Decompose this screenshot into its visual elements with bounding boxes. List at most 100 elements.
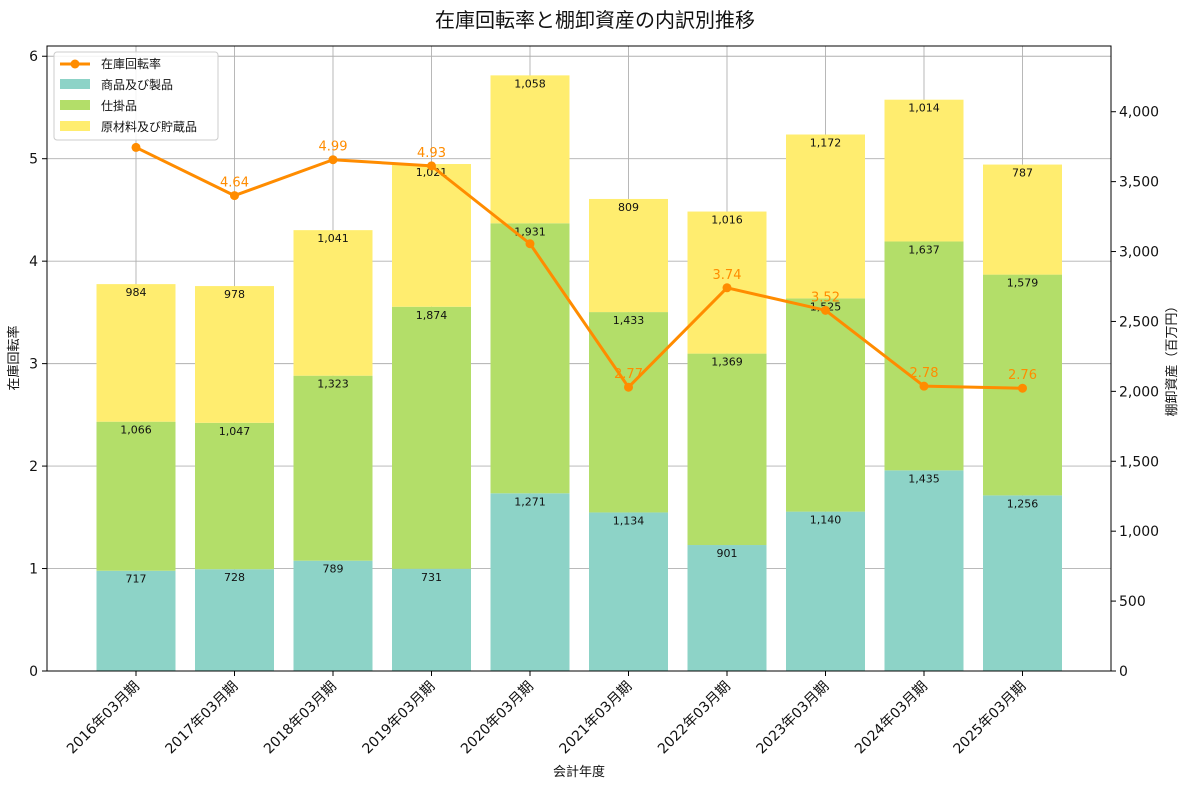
bar-segment-products bbox=[293, 560, 373, 671]
turnover-line bbox=[135, 146, 1023, 390]
turnover-point bbox=[525, 239, 535, 249]
bar-segment-materials bbox=[293, 230, 373, 376]
turnover-point bbox=[328, 155, 338, 165]
bar-segment-products bbox=[195, 569, 274, 671]
turnover-point bbox=[821, 305, 830, 315]
x-axis-label: 会計年度 bbox=[553, 764, 605, 780]
bar-label-materials: 984 bbox=[126, 286, 147, 299]
x-tick-label: 2016年03月期 bbox=[64, 679, 143, 758]
turnover-point bbox=[624, 382, 633, 392]
turnover-point bbox=[1018, 383, 1027, 393]
turnover-value-label: 2.78 bbox=[910, 366, 939, 381]
turnover-value-label: 4.64 bbox=[220, 176, 249, 191]
legend-label-materials: 原材料及び貯蔵品 bbox=[101, 120, 197, 134]
legend-swatch-materials bbox=[60, 121, 90, 131]
legend-label-wip: 仕掛品 bbox=[101, 98, 137, 113]
bar-segment-products bbox=[687, 545, 767, 671]
bar-segment-wip bbox=[490, 223, 570, 494]
turnover-point bbox=[427, 161, 436, 171]
bar-segment-materials bbox=[195, 286, 274, 423]
bar-segment-materials bbox=[884, 99, 964, 242]
bar-label-wip: 1,579 bbox=[1007, 277, 1039, 290]
left-tick-label: 1 bbox=[29, 562, 38, 578]
bar-segment-wip bbox=[392, 306, 471, 569]
bar-segment-products bbox=[786, 511, 865, 671]
bar-label-materials: 1,016 bbox=[711, 214, 743, 227]
legend-swatch-products bbox=[60, 79, 90, 89]
bar-label-products: 731 bbox=[421, 571, 442, 584]
bar-segment-materials bbox=[96, 284, 176, 422]
bar-label-materials: 978 bbox=[224, 288, 245, 301]
left-tick-label: 2 bbox=[29, 459, 38, 475]
right-tick-label: 2,500 bbox=[1119, 314, 1159, 330]
bar-label-products: 1,140 bbox=[810, 514, 842, 527]
bar-label-wip: 1,047 bbox=[219, 425, 251, 438]
right-tick-label: 0 bbox=[1119, 664, 1128, 680]
bar-label-products: 789 bbox=[323, 563, 344, 576]
left-tick-label: 3 bbox=[29, 357, 38, 373]
bar-segment-products bbox=[96, 570, 176, 671]
turnover-value-label: 4.93 bbox=[417, 146, 446, 161]
turnover-point bbox=[722, 283, 732, 293]
bar-label-products: 1,256 bbox=[1007, 497, 1039, 510]
right-tick-label: 3,500 bbox=[1119, 175, 1159, 191]
bar-segment-wip bbox=[589, 312, 668, 513]
bar-label-materials: 1,021 bbox=[416, 166, 448, 179]
x-tick-label: 2022年03月期 bbox=[655, 679, 734, 758]
legend: 在庫回転率 商品及び製品 仕掛品 原材料及び貯蔵品 bbox=[53, 51, 219, 141]
chart-title: 在庫回転率と棚卸資産の内訳別推移 bbox=[435, 8, 755, 32]
x-tick-label: 2019年03月期 bbox=[360, 679, 439, 758]
bar-segment-products bbox=[983, 495, 1062, 671]
x-tick-label: 2023年03月期 bbox=[754, 679, 833, 758]
turnover-value-label: 3.52 bbox=[811, 290, 840, 305]
bar-label-products: 1,134 bbox=[613, 514, 645, 527]
turnover-value-label: 3.74 bbox=[713, 268, 742, 283]
bar-label-products: 1,271 bbox=[514, 495, 546, 508]
bar-segment-materials bbox=[589, 198, 668, 313]
right-tick-label: 4,000 bbox=[1119, 105, 1159, 121]
right-tick-label: 1,500 bbox=[1119, 454, 1159, 470]
x-tick-label: 2020年03月期 bbox=[458, 679, 537, 758]
left-tick-label: 6 bbox=[29, 49, 38, 65]
bar-segment-wip bbox=[884, 241, 964, 471]
bar-segment-wip bbox=[293, 375, 373, 561]
bar-label-products: 901 bbox=[717, 547, 738, 560]
bar-segment-products bbox=[392, 568, 471, 671]
bar-segment-materials bbox=[687, 211, 767, 354]
y-axis-right-label: 棚卸資産（百万円） bbox=[1164, 299, 1180, 416]
turnover-point bbox=[230, 191, 239, 201]
bar-segment-materials bbox=[490, 75, 570, 224]
legend-label-turnover: 在庫回転率 bbox=[101, 56, 161, 71]
left-tick-label: 5 bbox=[29, 152, 38, 168]
plot-frame bbox=[46, 45, 1112, 672]
bar-label-materials: 809 bbox=[618, 201, 639, 214]
bar-label-wip: 1,369 bbox=[711, 356, 743, 369]
turnover-value-label: 2.77 bbox=[614, 367, 643, 382]
turnover-point bbox=[919, 381, 929, 391]
right-tick-label: 3,000 bbox=[1119, 245, 1159, 261]
turnover-point bbox=[131, 142, 141, 152]
bar-label-materials: 1,041 bbox=[317, 232, 349, 245]
bar-label-products: 728 bbox=[224, 571, 245, 584]
bar-label-materials: 1,058 bbox=[514, 77, 546, 90]
right-tick-label: 1,000 bbox=[1119, 524, 1159, 540]
bar-layer bbox=[96, 75, 1062, 671]
bar-segment-materials bbox=[392, 164, 471, 307]
legend-swatch-wip bbox=[60, 100, 90, 110]
bar-label-products: 717 bbox=[126, 573, 147, 586]
left-tick-label: 4 bbox=[29, 254, 38, 270]
right-tick-label: 500 bbox=[1119, 594, 1146, 610]
bar-label-wip: 1,637 bbox=[908, 243, 940, 256]
turnover-value-label: 4.99 bbox=[319, 140, 348, 155]
legend-label-products: 商品及び製品 bbox=[101, 77, 173, 92]
bar-label-wip: 1,066 bbox=[120, 424, 152, 437]
bar-label-wip: 1,323 bbox=[317, 378, 349, 391]
bar-label-wip: 1,874 bbox=[416, 309, 448, 322]
bar-label-materials: 1,172 bbox=[810, 137, 842, 150]
bar-segment-wip bbox=[786, 298, 865, 512]
bar-label-wip: 1,931 bbox=[514, 225, 546, 238]
x-tick-label: 2018年03月期 bbox=[261, 679, 340, 758]
x-tick-label: 2017年03月期 bbox=[163, 679, 242, 758]
bar-segment-products bbox=[884, 470, 964, 671]
